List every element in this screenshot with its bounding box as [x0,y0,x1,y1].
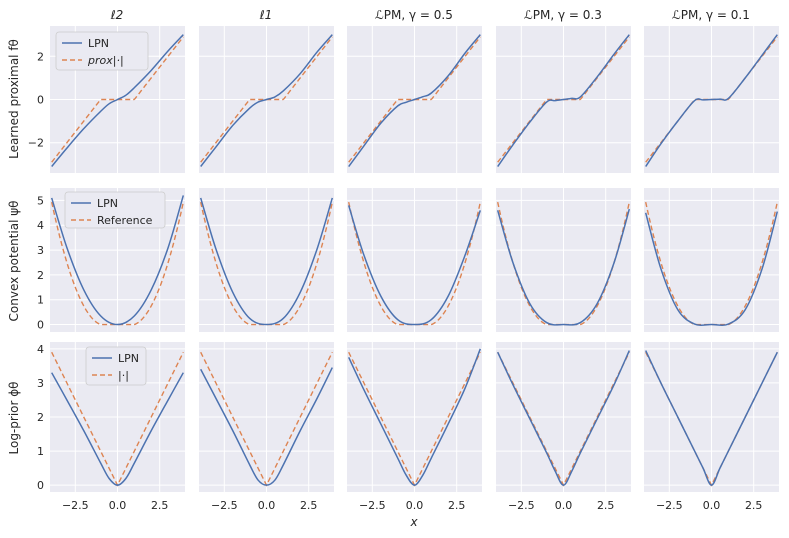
x-tick-label: 0.0 [703,499,721,512]
lpn-line [51,34,184,167]
reference-line [51,202,184,326]
legend-box [64,191,166,229]
lpn-line [200,367,333,486]
panel-r2-c4 [644,342,779,492]
panel-r2-c3 [496,342,631,492]
reference-line [645,202,778,326]
x-tick-label: −2.5 [62,499,89,512]
y-tick-label: 3 [37,377,44,390]
x-tick-label: 0.0 [555,499,573,512]
column-title-l1: ℓ1 [259,8,273,22]
x-tick-label: 2.5 [448,499,466,512]
lpn-line [497,34,630,167]
x-tick-label: 0.0 [406,499,424,512]
panel-r0-c2 [347,26,482,173]
y-tick-label: 5 [37,194,44,207]
column-title-l2: ℓ2 [110,8,124,22]
column-title-pm-0.1: ℒPM, γ = 0.1 [672,8,750,22]
lpn-line [348,348,482,486]
lpn-line [200,34,333,167]
x-tick-label: −2.5 [359,499,386,512]
ylabel-convex-potential: Convex potential ψθ [7,201,21,322]
legend-label: |·| [118,369,129,382]
legend: LPN Reference [64,191,166,229]
x-tick-label: 2.5 [745,499,763,512]
legend-label: Reference [97,214,153,227]
lpn-line [51,372,184,486]
panel-r2-c2 [347,342,482,492]
x-tick-label: −2.5 [508,499,535,512]
x-tick-label: −2.5 [211,499,238,512]
reference-line [200,202,333,326]
column-title-pm-0.3: ℒPM, γ = 0.3 [524,8,602,22]
y-tick-label: 2 [37,50,44,63]
lpn-line [645,350,778,486]
y-tick-label: 4 [37,343,44,356]
x-tick-label: −2.5 [656,499,683,512]
y-tick-label: 3 [37,244,44,257]
xlabel: x [409,515,418,529]
y-tick-label: 4 [37,219,44,232]
legend-label: prox|·| [87,54,124,67]
legend-label: LPN [118,352,139,365]
panel-r1-c4 [644,188,779,332]
panel-r0-c3 [496,26,631,173]
lpn-line [497,350,630,486]
y-tick-label: 1 [37,445,44,458]
reference-line [348,202,481,326]
legend: LPN |·| [85,346,147,386]
x-tick-label: 2.5 [151,499,169,512]
lpn-line [496,208,631,326]
lpn-line [644,211,779,327]
ylabel-learned-proximal: Learned proximal fθ [7,39,21,159]
y-tick-label: 2 [37,411,44,424]
legend-label: LPN [97,197,118,210]
panel-r2-c1 [199,342,334,492]
column-title-pm-0.5: ℒPM, γ = 0.5 [375,8,453,22]
lpn-line [347,205,482,326]
x-tick-label: 0.0 [109,499,127,512]
lpn-line [50,195,185,326]
y-tick-label: 2 [37,269,44,282]
y-tick-label: −2 [28,137,44,150]
panel-r1-c3 [496,188,631,332]
x-tick-label: 2.5 [300,499,318,512]
y-tick-label: 0 [37,94,44,107]
y-tick-label: 0 [37,479,44,492]
x-tick-label: 0.0 [258,499,276,512]
legend-label: LPN [88,37,109,50]
panel-r0-c1 [199,26,334,173]
ylabel-log-prior: Log-prior ϕθ [7,382,21,455]
panel-grid: −2 0 2 LPN prox|·| 0 1 2 3 4 5 LPN Reference 0 1 2 3 4 −2.… [28,26,779,512]
y-tick-label: 0 [37,319,44,332]
panel-r1-c1 [199,188,334,332]
x-tick-label: 2.5 [597,499,615,512]
panel-r1-c2 [347,188,482,332]
lpn-line [645,34,778,167]
legend: LPN prox|·| [55,31,149,71]
panel-r0-c4 [644,26,779,173]
lpn-line [348,34,481,167]
lpn-line [199,197,334,326]
y-tick-label: 1 [37,294,44,307]
